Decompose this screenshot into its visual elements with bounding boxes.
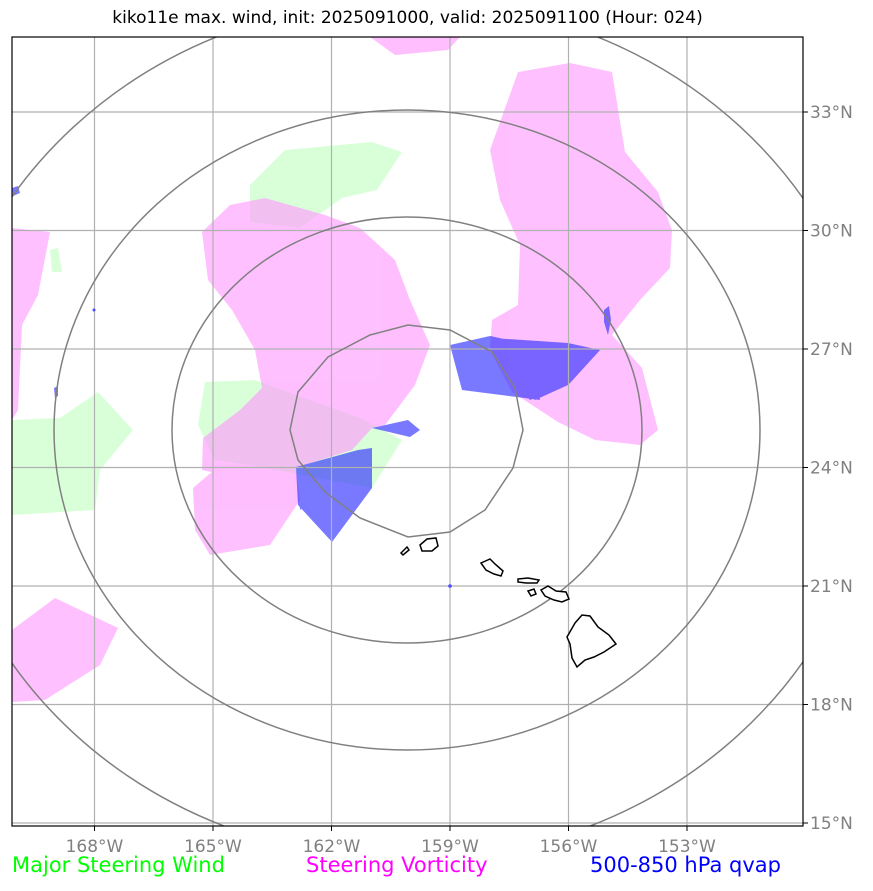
qvap-area [298, 455, 358, 510]
range-rings [12, 37, 803, 826]
legend-steering-vorticity: Steering Vorticity [306, 853, 488, 877]
longitude-labels: 168°W 165°W 162°W 159°W 156°W 153°W [66, 837, 716, 857]
legend-qvap: 500-850 hPa qvap [590, 853, 781, 877]
lat-label: 21°N [810, 577, 853, 597]
latitude-labels: 33°N 30°N 27°N 24°N 21°N 18°N 15°N [810, 103, 853, 834]
island-kauai [419, 537, 439, 552]
vorticity-area [12, 228, 50, 420]
range-ring [53, 109, 761, 751]
lat-label: 27°N [810, 340, 853, 360]
vorticity-area [193, 460, 300, 555]
qvap-area [372, 420, 420, 437]
vorticity-area [12, 598, 118, 702]
lat-ticks [803, 111, 808, 824]
steering-wind-area [50, 248, 62, 272]
hawaii-coastline [399, 537, 618, 669]
lat-label: 30°N [810, 222, 853, 242]
range-ring [289, 324, 524, 538]
qvap-area [492, 338, 600, 400]
steering-wind-area [12, 392, 133, 515]
island-lanai [526, 588, 537, 597]
legend-steering-wind: Major Steering Wind [12, 853, 225, 877]
island-maui [539, 585, 570, 603]
vorticity-area [370, 37, 460, 55]
small-island-dot [92, 308, 96, 312]
graticule [12, 37, 803, 826]
lon-label: 159°W [421, 837, 479, 857]
map-title: kiko11e max. wind, init: 2025091000, val… [112, 8, 703, 28]
lon-ticks [94, 826, 688, 831]
small-island-dot [448, 584, 452, 588]
island-molokai [517, 577, 541, 584]
island-hawaii [566, 614, 618, 669]
lon-label: 153°W [658, 837, 716, 857]
lon-label: 156°W [540, 837, 598, 857]
lon-label: 162°W [303, 837, 361, 857]
lat-label: 18°N [810, 696, 853, 716]
island-niihau [399, 545, 410, 557]
range-ring [171, 216, 643, 644]
lat-label: 33°N [810, 103, 853, 123]
lat-label: 15°N [810, 814, 853, 834]
qvap-area [604, 306, 611, 335]
island-oahu [479, 558, 504, 577]
lon-label: 168°W [66, 837, 124, 857]
lon-label: 165°W [184, 837, 242, 857]
vorticity-area [202, 198, 430, 478]
lat-label: 24°N [810, 459, 853, 479]
map-frame [11, 36, 804, 827]
